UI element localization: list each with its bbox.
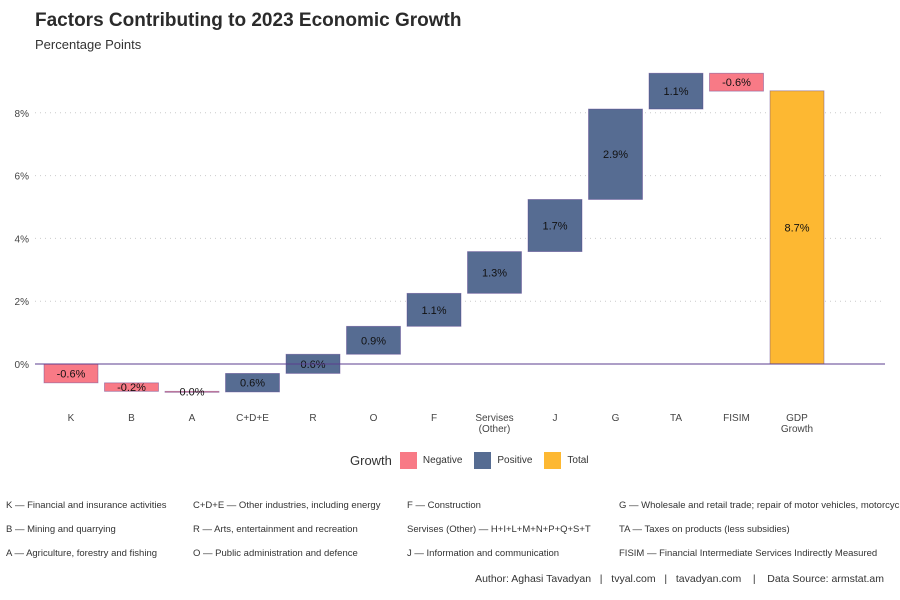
y-tick-label: 0% — [15, 360, 30, 371]
note: R — Arts, entertainment and recreation — [193, 524, 358, 535]
y-tick-label: 6% — [15, 172, 30, 183]
x-tick-label: TA — [670, 413, 682, 424]
legend-title: Growth — [350, 453, 392, 468]
bar-servises-other- — [467, 251, 522, 294]
data-label: 0.0% — [179, 387, 204, 399]
legend-label-total: Total — [567, 455, 589, 466]
legend: Growth Negative Positive Total — [350, 452, 601, 469]
note: K — Financial and insurance activities — [6, 500, 167, 511]
note: C+D+E — Other industries, including ener… — [193, 500, 381, 511]
note: G — Wholesale and retail trade; repair o… — [619, 500, 900, 511]
note: B — Mining and quarrying — [6, 524, 116, 535]
x-tick-label: J — [553, 413, 558, 424]
data-label: 0.6% — [240, 378, 265, 390]
x-tick-label: Servises — [475, 413, 513, 424]
x-tick-label: A — [189, 413, 196, 424]
legend-swatch-positive — [474, 452, 492, 469]
data-label: -0.6% — [57, 368, 86, 380]
credit-line: Author: Aghasi Tavadyan | tvyal.com | ta… — [475, 573, 884, 585]
legend-label-negative: Negative — [422, 455, 463, 466]
y-tick-label: 2% — [15, 297, 30, 308]
chart-subtitle: Percentage Points — [35, 37, 142, 52]
legend-swatch-total — [544, 452, 562, 469]
bar-j — [527, 199, 583, 252]
note: Servises (Other) — H+I+L+M+N+P+Q+S+T — [407, 524, 591, 535]
note: FISIM — Financial Intermediate Services … — [619, 548, 878, 559]
bar-g — [588, 108, 643, 200]
waterfall-plot: 0% 2% 4% 6% 8% -0.6% K -0.2% B 0.0% A 0.6% C+D+E 0.6%… — [15, 72, 885, 435]
data-label: 1.7% — [542, 221, 567, 233]
note: A — Agriculture, forestry and fishing — [6, 548, 158, 559]
x-tick-label: O — [370, 413, 378, 424]
x-tick-label: FISIM — [723, 413, 750, 424]
note: TA — Taxes on products (less subsidies) — [619, 524, 790, 535]
bar-f — [406, 292, 462, 327]
bar-b — [104, 382, 159, 392]
x-tick-label: B — [128, 413, 135, 424]
note: O — Public administration and defence — [193, 548, 358, 559]
bar-gdp-growth — [769, 90, 825, 365]
data-label: -0.2% — [117, 382, 146, 394]
x-tick-label: (Other) — [479, 424, 511, 435]
chart-title: Factors Contributing to 2023 Economic Gr… — [35, 10, 462, 31]
legend-swatch-negative — [399, 452, 417, 469]
x-tick-label: C+D+E — [236, 413, 269, 424]
bar-c-d-e — [225, 373, 280, 393]
data-label: -0.6% — [722, 77, 751, 89]
legend-label-positive: Positive — [497, 455, 533, 466]
data-label: 2.9% — [603, 149, 628, 161]
data-label: 1.3% — [482, 267, 507, 279]
y-tick-label: 4% — [15, 234, 30, 245]
note: J — Information and communication — [407, 548, 560, 559]
data-label: 8.7% — [784, 222, 809, 234]
data-label: 1.1% — [663, 86, 688, 98]
bar-o — [346, 325, 401, 355]
x-tick-label: G — [612, 413, 620, 424]
note: F — Construction — [407, 500, 481, 511]
data-label: 1.1% — [421, 305, 446, 317]
x-tick-label: R — [309, 413, 316, 424]
x-tick-label: K — [68, 413, 75, 424]
y-tick-label: 8% — [15, 109, 30, 120]
bar-fisim — [709, 72, 764, 92]
x-tick-label: GDP — [786, 413, 808, 424]
bar-a — [164, 390, 220, 393]
bar-ta — [648, 72, 704, 110]
x-tick-label: Growth — [781, 424, 813, 435]
data-label: 0.6% — [300, 359, 325, 371]
x-tick-label: F — [431, 413, 437, 424]
data-label: 0.9% — [361, 335, 386, 347]
